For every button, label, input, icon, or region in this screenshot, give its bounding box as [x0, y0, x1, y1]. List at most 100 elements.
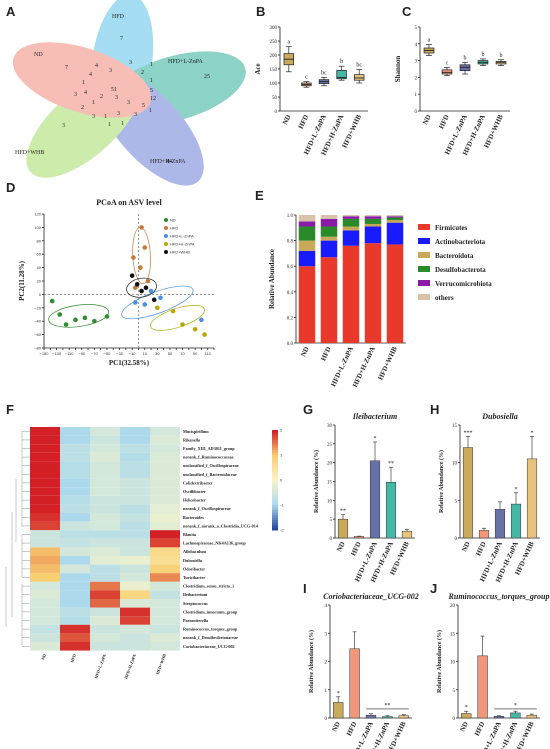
heatmap-cell — [150, 538, 180, 548]
legend-marker — [164, 218, 168, 222]
significance-mark: * — [515, 487, 518, 493]
heatmap-cell — [90, 435, 120, 445]
heatmap-cell — [120, 513, 150, 522]
data-point — [192, 326, 198, 332]
x-tick-label: −50 — [104, 351, 112, 356]
data-point — [139, 288, 144, 294]
confidence-ellipse — [126, 277, 157, 298]
stack-segment — [320, 257, 338, 343]
significance-mark: * — [531, 430, 534, 436]
heatmap-cell — [150, 633, 180, 642]
heatmap-cell — [60, 495, 90, 505]
colorbar-label: -1 — [280, 503, 284, 508]
stack-segment — [298, 250, 316, 267]
heatmap-cell — [120, 547, 150, 556]
colorbar-segment — [272, 482, 278, 486]
y-tick-label: 30 — [327, 424, 333, 429]
heatmap-cell — [90, 461, 120, 470]
colorbar-segment — [272, 432, 278, 436]
venn-count: 3 — [74, 92, 77, 98]
colorbar-segment — [272, 462, 278, 466]
venn-count: 3 — [134, 112, 137, 118]
legend-label: HFD+H-ZnPA — [170, 242, 195, 247]
venn-count: 4 — [84, 90, 87, 96]
heatmap-cell — [30, 590, 60, 599]
panel-label-C: C — [402, 4, 412, 19]
y-tick-label: 0.4 — [287, 291, 294, 296]
data-point — [82, 315, 88, 321]
x-tick-label: HFD — [319, 345, 332, 362]
heatmap-row-label: Ruminococcus_torques_group — [183, 627, 238, 632]
stacked-bar-phylum: 0.0 0.2 0.4 0.6 0.8 1.0 Relative Abundance ND HF… — [268, 214, 492, 389]
heatmap-cell — [150, 581, 180, 591]
heatmap-cell — [150, 461, 180, 470]
heatmap-cell — [120, 504, 150, 513]
x-tick-label: ND — [458, 720, 470, 733]
y-tick-label: 20 — [327, 462, 333, 467]
heatmap-cell — [120, 478, 150, 488]
x-tick-label: 70 — [180, 351, 185, 356]
bar-coriobacteriaceae: Coriobacteriaceae_UCG-002 0 1 2 3 4 Relative A… — [308, 592, 419, 749]
bar — [526, 458, 538, 539]
y-tick-label: −60 — [34, 332, 42, 337]
heatmap-cell — [120, 435, 150, 445]
heatmap-row-label: Lachnospiraceae_NK4A136_group — [183, 541, 246, 546]
heatmap-cell — [90, 607, 120, 617]
data-point — [158, 295, 163, 301]
x-tick-label: ND — [421, 113, 433, 126]
colorbar-segment — [272, 517, 278, 521]
heatmap-row-label: Coriobacteriaceae_UCG-002 — [183, 644, 235, 649]
colorbar-label: 0 — [280, 478, 283, 483]
heatmap-cell — [30, 478, 60, 488]
chart-title: Ileibacterium — [352, 412, 397, 421]
colorbar-segment — [272, 490, 278, 493]
stack-segment — [364, 218, 382, 224]
heatmap-cell — [120, 624, 150, 634]
heatmap-row-label: Family_XIII_AD3011_group — [183, 446, 235, 451]
heatmap-cell — [30, 435, 60, 445]
y-tick-label: 0 — [455, 537, 458, 542]
significance-mark: * — [514, 703, 517, 709]
stack-segment — [320, 218, 338, 227]
venn-count: 4 — [95, 63, 98, 69]
bar — [510, 712, 521, 719]
x-tick-label: HFD — [473, 720, 486, 737]
bar — [478, 530, 490, 539]
colorbar-segment — [272, 480, 278, 483]
x-tick-label: HFD — [345, 720, 358, 737]
data-point — [57, 312, 63, 317]
colorbar-segment — [272, 507, 278, 511]
heatmap-cell — [60, 530, 90, 539]
x-tick-label: −110 — [65, 351, 74, 356]
heatmap-cell — [60, 590, 90, 599]
significance-mark: * — [465, 705, 468, 711]
heatmap-row-label: norank_f_Desulfovibrionaceae — [183, 635, 238, 640]
venn-petal-nd — [12, 42, 152, 118]
y-tick-label: 4 — [325, 604, 328, 609]
legend-label: HFD+L-ZnPA — [170, 234, 194, 239]
heatmap-cell — [30, 633, 60, 642]
y-tick-label: 15 — [452, 424, 458, 429]
data-point — [134, 282, 140, 287]
stack-segment — [386, 222, 404, 245]
legend-label: others — [435, 294, 454, 302]
heatmap-cell — [150, 573, 180, 582]
heatmap-cell — [90, 530, 120, 539]
heatmap-row-label: norank_f_Oscillospiraceae — [183, 506, 231, 511]
heatmap-row-label: unclassified_f_Bacteroidaceae — [183, 472, 237, 477]
box — [336, 70, 347, 80]
significance-mark: *** — [464, 430, 473, 436]
stack-segment — [386, 244, 404, 343]
colorbar-segment — [272, 442, 278, 446]
colorbar-segment — [272, 505, 278, 508]
venn-count: 7 — [120, 36, 123, 42]
heatmap-cell — [150, 624, 180, 634]
heatmap-cell — [150, 547, 180, 556]
x-tick-label: −70 — [91, 351, 99, 356]
sig-letter: bc — [356, 63, 362, 69]
data-point — [138, 265, 143, 270]
y-tick-label: 40 — [37, 265, 42, 270]
heatmap-cell — [60, 624, 90, 634]
bar — [510, 503, 522, 539]
